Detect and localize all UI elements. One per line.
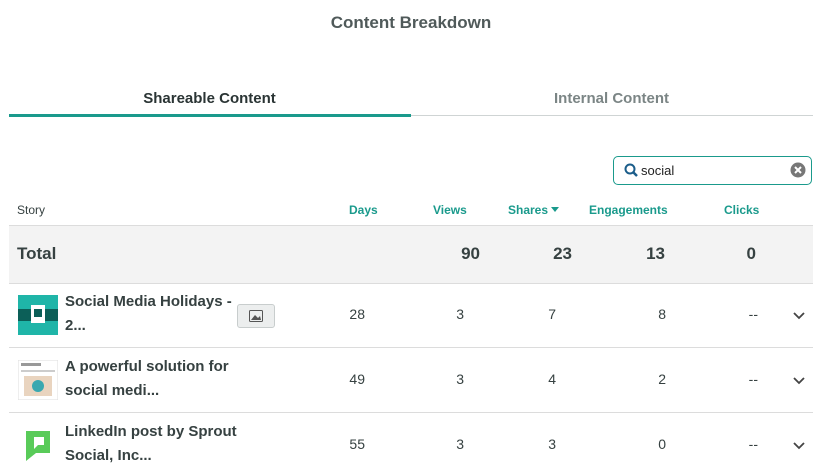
cell-value: 3 bbox=[456, 371, 464, 387]
row-separator bbox=[9, 412, 813, 413]
tab-indicator bbox=[9, 114, 411, 117]
search-text[interactable]: social bbox=[641, 163, 675, 178]
cell-value: 49 bbox=[349, 371, 365, 387]
image-icon bbox=[249, 310, 263, 322]
total-label: Total bbox=[17, 244, 57, 263]
expand-chevron[interactable] bbox=[792, 438, 806, 450]
total-value: 23 bbox=[553, 244, 572, 263]
cell-value: 7 bbox=[548, 306, 556, 322]
cell-value: 3 bbox=[456, 436, 464, 452]
total-value: 0 bbox=[746, 244, 756, 263]
cell-value: 0 bbox=[658, 436, 666, 452]
total-value: 13 bbox=[646, 244, 665, 263]
search-box[interactable]: social bbox=[613, 156, 812, 185]
cell-value: 55 bbox=[349, 436, 365, 452]
column-header[interactable]: Shares bbox=[508, 203, 549, 217]
cell-value: 2 bbox=[658, 371, 666, 387]
column-header[interactable]: Views bbox=[433, 203, 467, 217]
column-header[interactable]: Clicks bbox=[724, 203, 760, 217]
expand-chevron[interactable] bbox=[792, 308, 806, 320]
total-value: 90 bbox=[461, 244, 480, 263]
cell-value: 28 bbox=[349, 306, 365, 322]
page-title: Content Breakdown bbox=[330, 13, 492, 32]
cell-value: 8 bbox=[658, 306, 666, 322]
tab-line bbox=[411, 115, 813, 116]
tab[interactable]: Internal Content bbox=[554, 90, 669, 107]
thumbnail bbox=[26, 431, 50, 461]
story-title[interactable]: LinkedIn post by Sprout Social, Inc... bbox=[65, 423, 237, 464]
row-separator bbox=[9, 347, 813, 348]
story-title[interactable]: A powerful solution for social medi... bbox=[65, 358, 229, 399]
cell-value: 4 bbox=[548, 371, 556, 387]
expand-chevron[interactable] bbox=[792, 373, 806, 385]
tab-active[interactable]: Shareable Content bbox=[143, 90, 276, 107]
sort-arrow bbox=[551, 207, 559, 212]
cell-value: -- bbox=[748, 306, 758, 322]
clear-icon[interactable] bbox=[790, 162, 806, 178]
cell-value: 3 bbox=[456, 306, 464, 322]
cell-value: -- bbox=[748, 436, 758, 452]
search-icon bbox=[624, 163, 638, 177]
column-header: Story bbox=[17, 203, 46, 217]
thumbnail bbox=[18, 295, 58, 335]
column-header[interactable]: Engagements bbox=[589, 203, 668, 217]
total-row bbox=[9, 225, 813, 284]
cell-value: 3 bbox=[548, 436, 556, 452]
cell-value: -- bbox=[748, 371, 758, 387]
column-header[interactable]: Days bbox=[349, 203, 378, 217]
thumbnail bbox=[18, 360, 58, 400]
story-title[interactable]: Social Media Holidays - 2... bbox=[65, 293, 232, 334]
image-button[interactable] bbox=[237, 304, 275, 328]
